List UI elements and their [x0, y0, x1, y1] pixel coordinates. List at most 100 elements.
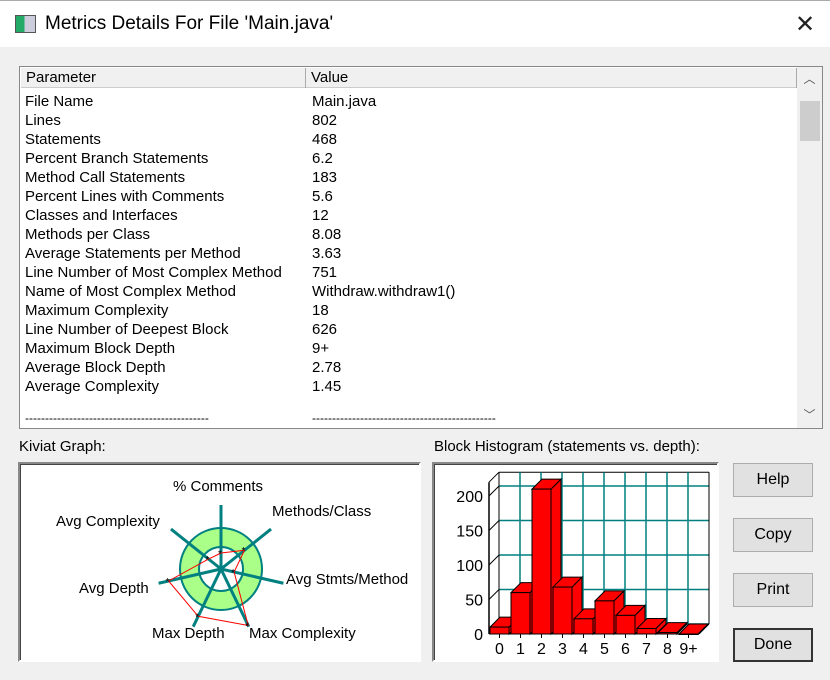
kiviat-axis-label: Avg Complexity — [56, 513, 160, 530]
parameter-cell: Percent Branch Statements — [25, 150, 209, 167]
x-tick-label: 3 — [558, 641, 567, 658]
kiviat-axis-label: % Comments — [173, 478, 263, 495]
kiviat-point: * — [245, 622, 249, 633]
bar — [657, 632, 678, 635]
value-cell: 626 — [312, 321, 338, 338]
table-row[interactable]: Line Number of Deepest Block 626 — [25, 320, 795, 339]
x-tick-label: 5 — [600, 641, 609, 658]
table-row[interactable]: File Name Main.java — [25, 92, 795, 111]
axis-tick — [488, 554, 500, 566]
table-header: Parameter Value — [21, 68, 797, 88]
table-row[interactable]: Percent Lines with Comments 5.6 — [25, 187, 795, 206]
bar — [510, 592, 531, 635]
kiviat-axis — [220, 567, 284, 585]
parameter-cell: Average Block Depth — [25, 359, 166, 376]
kiviat-point: * — [166, 577, 170, 588]
parameter-cell: Statements — [25, 131, 101, 148]
value-cell: 2.78 — [312, 359, 342, 376]
scrollbar[interactable]: ︿ ﹀ — [797, 67, 822, 428]
metrics-table: Parameter Value File Name Main.java Lines 8… — [19, 66, 823, 429]
column-header-value[interactable]: Value — [306, 68, 797, 88]
parameter-cell: Maximum Block Depth — [25, 340, 176, 357]
value-cell: ----------------------------------------… — [312, 411, 496, 425]
scroll-up-icon[interactable]: ︿ — [803, 72, 816, 86]
done-button[interactable]: Done — [733, 628, 813, 662]
y-tick-label: 50 — [465, 593, 483, 610]
copy-button[interactable]: Copy — [733, 518, 813, 552]
close-icon[interactable]: ✕ — [794, 11, 816, 38]
value-cell: 183 — [312, 169, 338, 186]
app-icon — [15, 15, 36, 33]
table-row[interactable]: Average Block Depth 2.78 — [25, 358, 795, 377]
kiviat-value-polygon — [167, 549, 249, 627]
y-tick-label: 200 — [456, 489, 483, 506]
parameter-cell: ----------------------------------------… — [25, 411, 209, 425]
bar — [489, 626, 510, 635]
x-tick-label: 0 — [495, 641, 504, 658]
parameter-cell: Name of Most Complex Method — [25, 283, 236, 300]
scroll-thumb[interactable] — [800, 101, 820, 141]
y-tick-label: 150 — [456, 524, 483, 541]
scroll-down-icon[interactable]: ﹀ — [803, 408, 816, 422]
table-row[interactable]: Percent Branch Statements 6.2 — [25, 149, 795, 168]
value-cell: 6.2 — [312, 150, 333, 167]
parameter-cell: Average Complexity — [25, 378, 159, 395]
axis-tick — [488, 485, 500, 497]
bar — [552, 586, 573, 635]
table-row[interactable]: ----------------------------------------… — [25, 409, 795, 428]
axis-tick — [488, 589, 500, 600]
help-button[interactable]: Help — [733, 463, 813, 497]
bar — [636, 627, 657, 635]
print-button[interactable]: Print — [733, 573, 813, 607]
kiviat-axis — [220, 527, 272, 571]
parameter-cell: Percent Lines with Comments — [25, 188, 225, 205]
value-cell: 9+ — [312, 340, 330, 357]
kiviat-axis — [191, 568, 223, 628]
column-header-parameter[interactable]: Parameter — [21, 68, 306, 88]
kiviat-point: * — [231, 568, 235, 579]
bar — [615, 614, 636, 635]
table-row[interactable]: Maximum Block Depth 9+ — [25, 339, 795, 358]
table-row[interactable]: Lines 802 — [25, 111, 795, 130]
bar — [531, 488, 552, 635]
kiviat-axis-label: Max Complexity — [249, 625, 356, 642]
value-cell: 802 — [312, 112, 338, 129]
x-tick-label: 4 — [579, 641, 588, 658]
parameter-cell: Method Call Statements — [25, 169, 186, 186]
title-bar: Metrics Details For File 'Main.java' ✕ — [0, 0, 830, 47]
histogram-label: Block Histogram (statements vs. depth): — [434, 438, 700, 455]
table-row[interactable]: Name of Most Complex Method Withdraw.with… — [25, 282, 795, 301]
kiviat-graph: % Comments Methods/Class Avg Stmts/Method M… — [18, 462, 421, 662]
bar — [573, 618, 594, 635]
table-row[interactable]: Line Number of Most Complex Method 751 — [25, 263, 795, 282]
value-cell: 3.63 — [312, 245, 342, 262]
kiviat-axis-label: Avg Depth — [79, 580, 149, 597]
x-axis-depth — [698, 623, 710, 635]
y-tick-label: 100 — [456, 558, 483, 575]
value-cell: Main.java — [312, 93, 377, 110]
value-cell: 8.08 — [312, 226, 342, 243]
value-cell: 12 — [312, 207, 329, 224]
value-cell: 468 — [312, 131, 338, 148]
table-row[interactable]: Statements 468 — [25, 130, 795, 149]
x-tick-label: 1 — [516, 641, 525, 658]
table-row[interactable]: Classes and Interfaces 12 — [25, 206, 795, 225]
parameter-cell: Methods per Class — [25, 226, 151, 243]
table-row[interactable]: Maximum Complexity 18 — [25, 301, 795, 320]
kiviat-point: * — [218, 549, 222, 560]
parameter-cell: Lines — [25, 112, 61, 129]
kiviat-axis — [170, 527, 222, 571]
value-cell: 751 — [312, 264, 338, 281]
kiviat-axis-label: Max Depth — [152, 625, 225, 642]
value-cell: Withdraw.withdraw1() — [312, 283, 456, 300]
x-tick-label: 9+ — [679, 641, 697, 658]
bar — [594, 600, 615, 635]
table-row[interactable]: Average Complexity 1.45 — [25, 377, 795, 396]
table-row[interactable]: Average Statements per Method 3.63 — [25, 244, 795, 263]
x-tick-label: 6 — [621, 641, 630, 658]
parameter-cell: Maximum Complexity — [25, 302, 169, 319]
y-tick-label: 0 — [474, 627, 483, 644]
table-row[interactable]: Method Call Statements 183 — [25, 168, 795, 187]
window-title: Metrics Details For File 'Main.java' — [45, 13, 334, 34]
table-row[interactable]: Methods per Class 8.08 — [25, 225, 795, 244]
